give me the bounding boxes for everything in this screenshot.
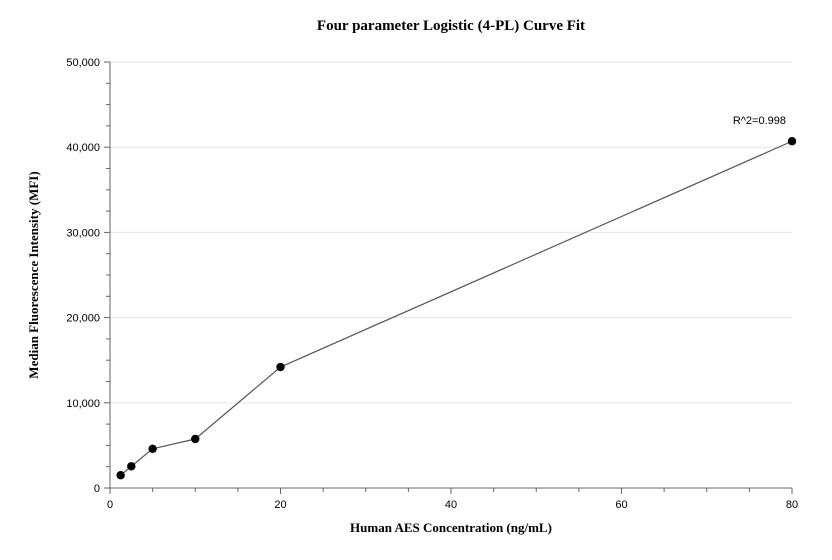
x-tick-label: 80 [786,499,798,511]
x-tick-label: 60 [615,499,627,511]
y-tick-label: 10,000 [66,398,100,410]
data-point [148,445,156,453]
chart-bg [0,0,832,560]
y-tick-label: 0 [94,483,100,495]
y-axis-label: Median Fluorescence Intensity (MFI) [26,171,41,378]
y-tick-label: 40,000 [66,142,100,154]
x-tick-label: 40 [445,499,457,511]
x-tick-label: 20 [274,499,286,511]
x-tick-label: 0 [107,499,113,511]
y-tick-label: 20,000 [66,313,100,325]
data-point [191,435,199,443]
data-point [788,137,796,145]
data-point [127,462,135,470]
chart-title: Four parameter Logistic (4-PL) Curve Fit [317,18,585,34]
data-point [276,363,284,371]
chart-svg: 0 20 40 60 80 0 10,000 20,000 30,000 40,000 50,000… [0,0,832,560]
data-point [116,471,124,479]
chart-container: 0 20 40 60 80 0 10,000 20,000 30,000 40,000 50,000… [0,0,832,560]
x-axis-label: Human AES Concentration (ng/mL) [350,520,552,535]
y-tick-label: 30,000 [66,227,100,239]
y-tick-label: 50,000 [66,57,100,69]
r-squared-annotation: R^2=0.998 [733,115,786,127]
